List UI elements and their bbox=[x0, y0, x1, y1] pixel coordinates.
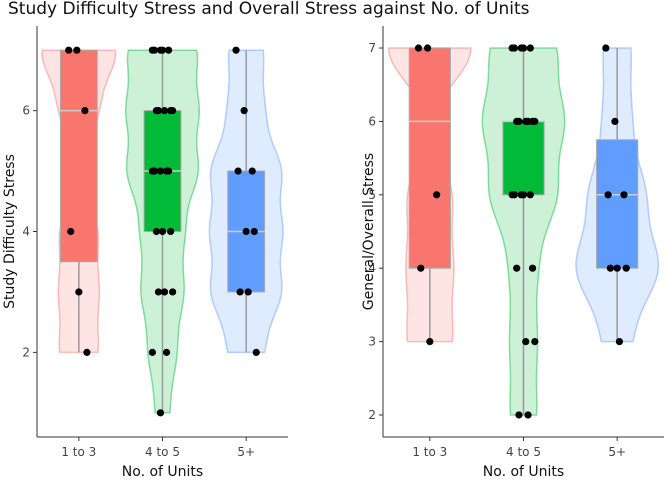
y-axis-label: Study Difficulty Stress bbox=[2, 154, 18, 309]
data-point bbox=[164, 46, 173, 54]
data-point bbox=[606, 264, 614, 272]
data-point bbox=[531, 117, 539, 126]
data-point bbox=[240, 107, 248, 115]
y-tick-label: 7 bbox=[368, 41, 376, 55]
data-point bbox=[250, 227, 258, 236]
data-point bbox=[152, 227, 161, 236]
data-point bbox=[244, 288, 252, 296]
y-tick-label: 5 bbox=[368, 188, 376, 202]
x-tick-label: 1 to 3 bbox=[61, 445, 96, 459]
data-point bbox=[160, 107, 169, 115]
x-axis-label: No. of Units bbox=[483, 464, 564, 480]
data-point bbox=[81, 107, 89, 115]
box-5 bbox=[596, 139, 639, 269]
box-4-to-5 bbox=[502, 120, 545, 196]
data-point bbox=[67, 227, 75, 236]
data-point bbox=[75, 288, 83, 296]
panel-overall-stress: 2 3 4 5 6 7 1 to 3 4 to 5 5+ No. of Units General/… bbox=[361, 26, 664, 480]
data-point bbox=[602, 44, 610, 52]
data-point bbox=[531, 337, 539, 346]
data-point bbox=[154, 107, 163, 115]
data-point bbox=[528, 264, 537, 272]
y-tick-label: 2 bbox=[368, 408, 376, 422]
data-point bbox=[156, 409, 165, 417]
data-point bbox=[234, 167, 242, 175]
x-tick-label: 5+ bbox=[608, 445, 626, 459]
data-point bbox=[65, 46, 73, 54]
box-1-to-3 bbox=[408, 47, 451, 269]
data-point bbox=[232, 46, 240, 54]
x-tick-label: 1 to 3 bbox=[412, 445, 447, 459]
x-tick-label: 5+ bbox=[237, 445, 255, 459]
data-point bbox=[524, 411, 532, 419]
data-point bbox=[156, 167, 165, 175]
x-tick-label: 4 to 5 bbox=[506, 445, 541, 459]
data-point bbox=[169, 107, 177, 115]
data-point bbox=[242, 227, 250, 236]
y-tick-label: 4 bbox=[22, 225, 30, 239]
data-point bbox=[158, 227, 167, 236]
y-tick-label: 6 bbox=[22, 104, 30, 118]
data-point bbox=[620, 191, 628, 199]
data-point bbox=[158, 46, 167, 54]
data-point bbox=[83, 348, 91, 356]
data-point bbox=[169, 288, 177, 296]
y-tick-label: 6 bbox=[368, 114, 376, 128]
data-point bbox=[522, 337, 530, 346]
data-point bbox=[162, 348, 171, 356]
data-point bbox=[423, 44, 432, 52]
x-tick-label: 4 to 5 bbox=[145, 445, 180, 459]
panel-study-difficulty: 2 4 6 1 to 3 4 to 5 5+ No. of Units Study Diffi… bbox=[2, 26, 288, 480]
data-point bbox=[73, 46, 81, 54]
box-1-to-3 bbox=[59, 49, 98, 263]
data-point bbox=[236, 288, 244, 296]
data-point bbox=[148, 348, 156, 356]
y-tick-label: 3 bbox=[368, 335, 376, 349]
data-point bbox=[154, 288, 163, 296]
data-point bbox=[613, 264, 621, 272]
data-point bbox=[414, 44, 423, 52]
data-point bbox=[526, 191, 534, 199]
data-point bbox=[252, 348, 260, 356]
chart-title: Study Difficulty Stress and Overall Stre… bbox=[8, 0, 530, 19]
data-point bbox=[426, 337, 434, 346]
data-point bbox=[524, 117, 532, 126]
data-point bbox=[164, 167, 173, 175]
data-point bbox=[611, 117, 619, 126]
y-tick-label: 2 bbox=[22, 345, 30, 359]
data-point bbox=[433, 191, 441, 199]
data-point bbox=[150, 167, 159, 175]
x-axis-label: No. of Units bbox=[122, 464, 203, 480]
data-point bbox=[510, 191, 519, 199]
data-point bbox=[519, 44, 528, 52]
data-point bbox=[513, 264, 521, 272]
data-point bbox=[160, 288, 169, 296]
data-point bbox=[150, 46, 159, 54]
data-point bbox=[515, 117, 523, 126]
data-point bbox=[615, 337, 624, 346]
y-tick-label: 4 bbox=[368, 261, 376, 275]
data-point bbox=[604, 191, 612, 199]
y-axis-label: General/Overall Stress bbox=[361, 153, 377, 310]
data-point bbox=[515, 411, 523, 419]
data-point bbox=[622, 264, 630, 272]
data-point bbox=[248, 167, 256, 175]
data-point bbox=[526, 44, 534, 52]
data-point bbox=[519, 191, 528, 199]
data-point bbox=[166, 227, 175, 236]
data-point bbox=[417, 264, 425, 272]
data-point bbox=[510, 44, 519, 52]
